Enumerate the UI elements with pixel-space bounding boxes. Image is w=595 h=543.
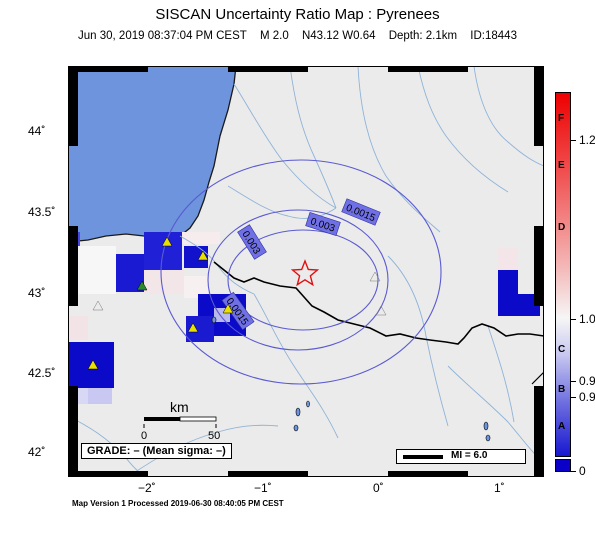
colorbar-tick <box>570 319 576 320</box>
colorbar-value-0-9-b: 0.9 <box>579 390 595 404</box>
contour-outer <box>160 159 442 385</box>
station-triangle-icon[interactable] <box>161 236 173 247</box>
lon-label-minus-2: −2˚ <box>138 481 156 495</box>
stations <box>87 236 387 370</box>
grid-cell <box>80 246 116 294</box>
coastline-east <box>531 371 544 385</box>
grid-cell <box>498 270 518 294</box>
event-depth: Depth: 2.1km <box>388 30 458 42</box>
station-triangle-icon[interactable] <box>369 271 381 282</box>
lat-label-43-5: 43.5˚ <box>28 205 56 219</box>
colorbar-tick <box>570 397 576 398</box>
map-canvas[interactable]: 0.0015 0.003 0.003 0.0015 <box>68 66 544 477</box>
station-triangle-icon[interactable] <box>92 300 104 311</box>
station-triangle-icon[interactable] <box>197 250 209 261</box>
colorbar-tick <box>570 471 576 472</box>
bay-of-biscay-sea <box>68 66 237 243</box>
colorbar-tick <box>570 140 576 141</box>
grid-cell <box>144 270 184 294</box>
france-spain-border <box>213 261 544 345</box>
event-location: N43.12 W0.64 <box>301 30 376 42</box>
scale-bar-unit: km <box>170 399 189 415</box>
lat-label-43: 43˚ <box>28 286 46 300</box>
event-datetime: Jun 30, 2019 08:37:04 PM CEST <box>78 30 247 42</box>
station-triangle-icon[interactable] <box>187 322 199 333</box>
rivers <box>68 66 544 477</box>
contour-inner <box>227 229 379 331</box>
lat-label-44: 44˚ <box>28 124 46 138</box>
scale-bar <box>143 416 217 428</box>
event-subtitle: Jun 30, 2019 08:37:04 PM CEST M 2.0 N43.… <box>0 30 595 42</box>
lon-label-minus-1: −1˚ <box>254 481 272 495</box>
event-magnitude: M 2.0 <box>260 30 289 42</box>
contour-mid <box>207 209 389 351</box>
station-triangle-icon[interactable] <box>87 359 99 370</box>
grid-cell <box>498 248 518 270</box>
mi-line-symbol <box>403 455 443 459</box>
mi-legend-text: MI = 6.0 <box>451 450 488 461</box>
mi-legend: MI = 6.0 <box>396 449 526 464</box>
colorbar-letter-e: E <box>558 160 565 171</box>
uncertainty-colorbar <box>555 92 571 457</box>
scale-bar-tick-50: 50 <box>208 430 221 442</box>
colorbar-letter-a: A <box>558 421 566 432</box>
processing-footer: Map Version 1 Processed 2019-06-30 08:40… <box>72 499 284 508</box>
colorbar-value-0-9-a: 0.9 <box>579 374 595 388</box>
grid-cell <box>184 246 208 268</box>
lon-label-1: 1˚ <box>494 481 505 495</box>
colorbar-value-0: 0 <box>579 464 586 478</box>
lat-label-42: 42˚ <box>28 445 46 459</box>
colorbar-letter-d: D <box>558 222 566 233</box>
uncertainty-contours <box>160 159 442 385</box>
scale-bar-tick-0: 0 <box>141 430 148 442</box>
lon-label-0: 0˚ <box>373 481 384 495</box>
lakes <box>211 316 491 442</box>
grid-cell <box>184 276 208 298</box>
colorbar-value-1-2: 1.2 <box>579 133 595 147</box>
event-id: ID:18443 <box>470 30 517 42</box>
colorbar-zero-swatch <box>555 459 571 472</box>
grade-legend: GRADE: – (Mean sigma: –) <box>81 443 232 459</box>
grid-cell <box>68 316 88 340</box>
grid-cell <box>498 294 518 316</box>
map-title: SISCAN Uncertainty Ratio Map : Pyrenees <box>155 6 440 23</box>
map-area[interactable]: 0.0015 0.003 0.003 0.0015 <box>68 66 544 477</box>
grid-cell <box>182 232 220 244</box>
station-triangle-icon[interactable] <box>222 303 234 314</box>
map-border <box>68 66 544 477</box>
colorbar-letter-c: C <box>558 344 566 355</box>
station-triangle-icon[interactable] <box>375 305 387 316</box>
colorbar-letter-b: B <box>558 384 566 395</box>
grid-cell <box>88 388 112 404</box>
lat-label-42-5: 42.5˚ <box>28 366 56 380</box>
colorbar-value-1-0: 1.0 <box>579 312 595 326</box>
epicenter-star-icon[interactable] <box>290 259 320 287</box>
station-triangle-icon[interactable] <box>136 280 148 291</box>
colorbar-letter-f: F <box>558 113 565 124</box>
colorbar-tick <box>570 381 576 382</box>
